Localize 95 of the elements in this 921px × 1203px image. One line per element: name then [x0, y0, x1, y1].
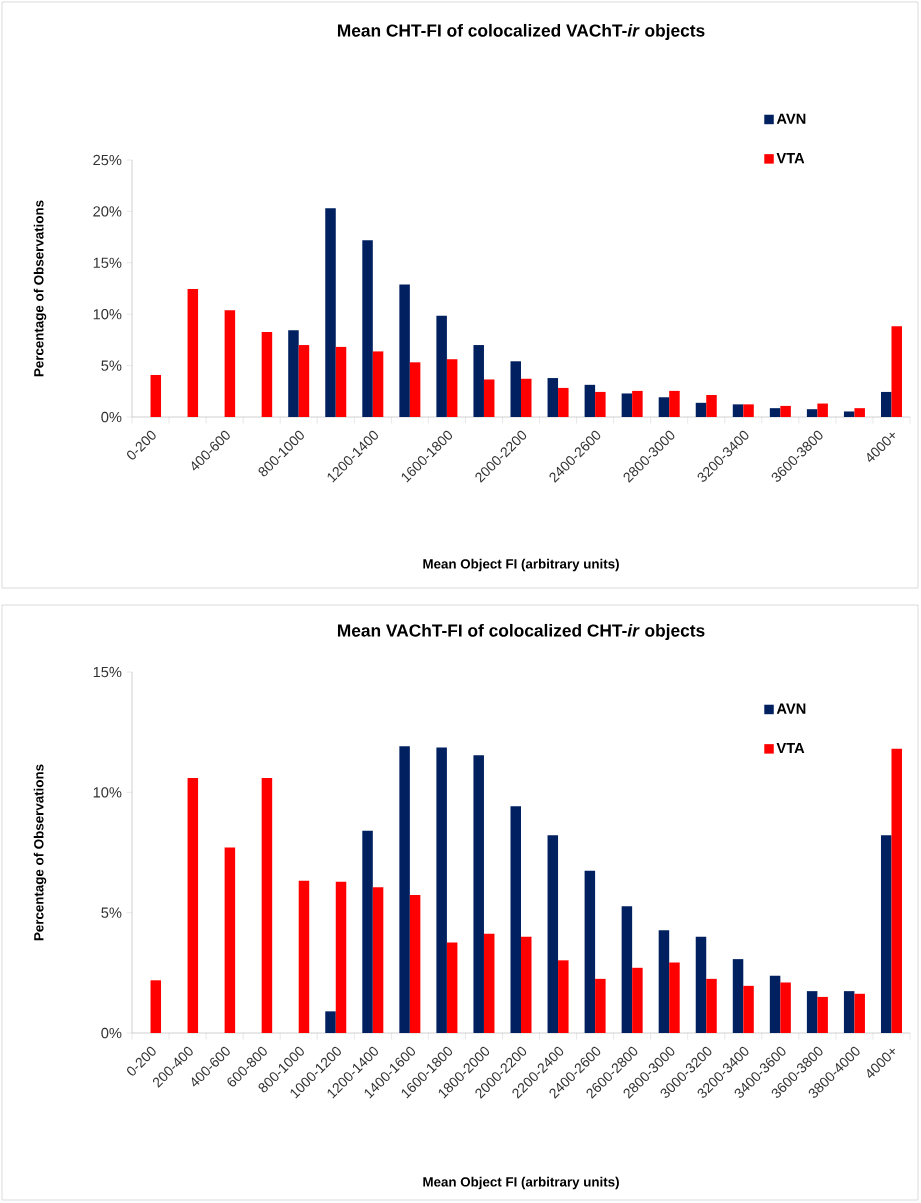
- y-tick-label: 5%: [101, 360, 122, 371]
- y-tick-label: 25%: [93, 154, 122, 166]
- legend-label: AVN: [776, 703, 806, 714]
- bar: [473, 345, 484, 418]
- bar: [547, 835, 559, 1034]
- bar: [695, 936, 707, 1034]
- bar: [446, 359, 458, 418]
- bar: [632, 390, 643, 418]
- bar: [558, 387, 569, 418]
- bar: [510, 806, 521, 1034]
- y-axis-title: Percentage of Observations: [33, 200, 47, 377]
- bar: [669, 390, 680, 418]
- bar: [558, 960, 569, 1034]
- bar: [595, 391, 606, 418]
- bar: [436, 315, 447, 418]
- bar: [595, 978, 606, 1034]
- bar: [743, 985, 754, 1034]
- bar: [399, 746, 410, 1034]
- bar: [261, 331, 273, 418]
- bar: [584, 384, 596, 418]
- bar: [436, 747, 447, 1034]
- bar: [880, 835, 892, 1034]
- bar: [769, 975, 781, 1034]
- bar: [732, 404, 744, 418]
- bar: [446, 942, 458, 1034]
- bar: [362, 240, 373, 418]
- bar: [732, 959, 744, 1034]
- bar: [817, 996, 828, 1034]
- bar: [584, 870, 596, 1034]
- bar: [743, 404, 754, 418]
- bar: [880, 391, 892, 418]
- bar: [372, 351, 384, 418]
- bar: [658, 930, 670, 1034]
- bar: [843, 991, 855, 1034]
- bar: [854, 993, 865, 1034]
- bar: [695, 402, 707, 418]
- bar: [409, 895, 421, 1034]
- y-tick-label: 20%: [93, 206, 122, 217]
- bar: [632, 967, 643, 1034]
- legend-label: VTA: [776, 153, 805, 164]
- y-tick-label: 0%: [101, 411, 122, 423]
- x-axis-title: Mean Object FI (arbitrary units): [423, 1176, 619, 1190]
- bar: [658, 397, 670, 418]
- bar: [843, 411, 855, 418]
- chart-title: Mean VAChT-FI of colocalized CHT-ir objects: [337, 623, 705, 641]
- bar: [399, 284, 410, 418]
- bar: [706, 978, 717, 1034]
- bar: [362, 830, 373, 1034]
- y-tick-label: 0%: [101, 1027, 122, 1039]
- bar: [521, 378, 532, 418]
- bar: [780, 982, 791, 1034]
- bar: [372, 887, 384, 1034]
- y-tick-label: 15%: [93, 666, 122, 678]
- y-axis-title: Percentage of Observations: [33, 764, 47, 941]
- bar: [409, 362, 421, 418]
- bar: [510, 361, 521, 418]
- bar: [483, 933, 495, 1034]
- y-tick-label: 10%: [93, 309, 122, 320]
- bar: [150, 980, 162, 1034]
- bar: [483, 379, 495, 418]
- bar: [806, 409, 818, 418]
- bar: [325, 208, 336, 418]
- bar: [187, 777, 199, 1034]
- x-axis-title: Mean Object FI (arbitrary units): [423, 558, 619, 572]
- bar: [261, 777, 273, 1034]
- bar: [854, 408, 865, 418]
- bar: [547, 378, 559, 418]
- bar: [780, 405, 791, 418]
- y-tick-label: 15%: [93, 257, 122, 268]
- bar: [224, 310, 236, 418]
- y-tick-label: 5%: [101, 907, 122, 918]
- bar: [621, 906, 633, 1034]
- bar: [891, 748, 902, 1034]
- chart-title: Mean CHT-FI of colocalized VAChT-ir objects: [337, 23, 705, 41]
- bar: [298, 880, 310, 1034]
- bar: [150, 374, 162, 418]
- bar: [335, 346, 347, 418]
- bar: [187, 289, 199, 418]
- bar: [288, 330, 299, 418]
- bar: [891, 326, 902, 418]
- bar: [325, 1011, 336, 1034]
- bar: [769, 408, 781, 418]
- y-tick-label: 10%: [93, 787, 122, 798]
- bar: [806, 991, 818, 1034]
- bar: [335, 881, 347, 1034]
- bar: [817, 403, 828, 418]
- bar: [521, 936, 532, 1034]
- bar: [298, 345, 310, 418]
- legend-label: VTA: [776, 743, 805, 754]
- bar: [224, 847, 236, 1034]
- bar: [669, 962, 680, 1034]
- legend-label: AVN: [776, 113, 806, 124]
- bar: [621, 393, 633, 418]
- bar: [706, 395, 717, 418]
- bar: [473, 755, 484, 1034]
